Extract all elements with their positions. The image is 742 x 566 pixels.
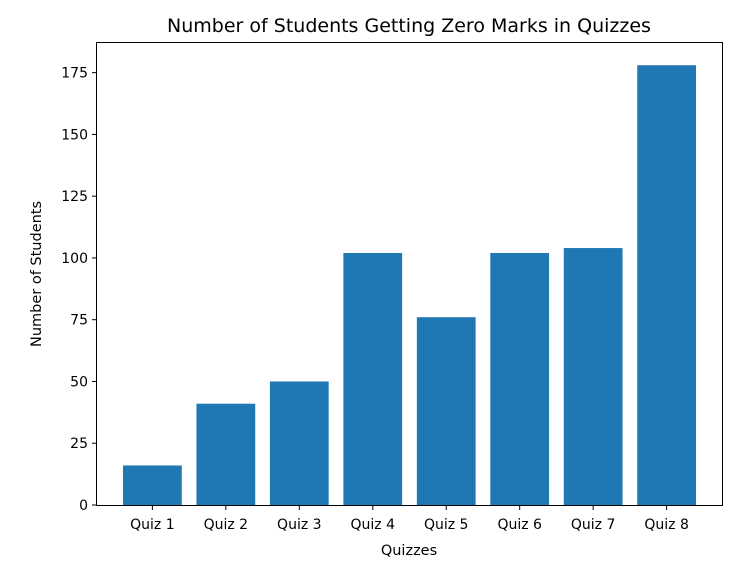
y-tick-label-50: 50 bbox=[70, 374, 88, 390]
y-tick-label-125: 125 bbox=[61, 189, 88, 205]
x-tick-label-quiz-5: Quiz 5 bbox=[424, 517, 469, 533]
x-axis-label: Quizzes bbox=[381, 543, 437, 559]
bars-group bbox=[123, 65, 696, 505]
x-tick-label-quiz-4: Quiz 4 bbox=[351, 517, 396, 533]
bar-quiz-4 bbox=[343, 253, 403, 505]
y-tick-label-75: 75 bbox=[70, 313, 88, 329]
bar-quiz-1 bbox=[123, 465, 182, 505]
y-axis: 0 25 50 75 100 125 150 175 bbox=[61, 66, 97, 514]
bar-quiz-3 bbox=[269, 381, 329, 505]
y-tick-label-150: 150 bbox=[61, 127, 88, 143]
x-tick-label-quiz-8: Quiz 8 bbox=[644, 517, 689, 533]
bar-quiz-7 bbox=[563, 248, 623, 505]
x-axis: Quiz 1 Quiz 2 Quiz 3 Quiz 4 Quiz 5 Quiz 6 Quiz… bbox=[130, 505, 689, 533]
x-tick-label-quiz-6: Quiz 6 bbox=[497, 517, 542, 533]
y-tick-label-100: 100 bbox=[61, 251, 88, 267]
y-tick-label-25: 25 bbox=[70, 436, 88, 452]
x-tick-label-quiz-7: Quiz 7 bbox=[571, 517, 616, 533]
x-tick-label-quiz-1: Quiz 1 bbox=[130, 517, 175, 533]
plot-frame bbox=[96, 42, 723, 506]
x-tick-label-quiz-2: Quiz 2 bbox=[204, 517, 249, 533]
chart-title: Number of Students Getting Zero Marks in… bbox=[167, 15, 651, 37]
bar-quiz-5 bbox=[416, 317, 476, 505]
y-tick-label-0: 0 bbox=[79, 498, 88, 514]
y-tick-label-175: 175 bbox=[61, 66, 88, 82]
x-tick-label-quiz-3: Quiz 3 bbox=[277, 517, 322, 533]
bar-quiz-6 bbox=[490, 253, 550, 505]
y-axis-label: Number of Students bbox=[29, 201, 45, 347]
bar-quiz-2 bbox=[196, 403, 256, 505]
bar-quiz-8 bbox=[637, 65, 696, 505]
